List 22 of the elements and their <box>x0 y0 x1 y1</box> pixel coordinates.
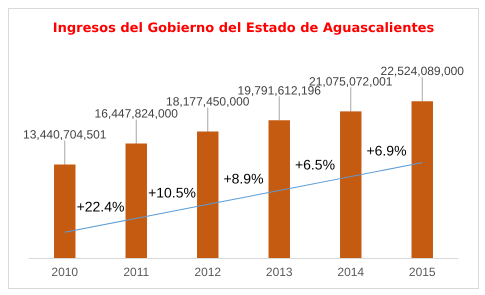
bar <box>197 131 218 258</box>
data-label: 18,177,450,000 <box>166 94 250 108</box>
bar <box>54 164 76 258</box>
annotation: +8.9% <box>223 170 264 186</box>
bar <box>268 120 290 258</box>
x-tick-label: 2014 <box>337 265 364 279</box>
x-tick-label: 2015 <box>408 265 436 279</box>
annotation: +6.9% <box>366 142 407 159</box>
annotation: +22.4% <box>76 198 124 214</box>
x-tick-label: 2011 <box>123 265 150 279</box>
bar <box>126 144 147 258</box>
bar <box>340 111 362 258</box>
annotation: +6.5% <box>294 156 336 173</box>
data-label: 22,524,089,000 <box>380 64 464 78</box>
bar <box>412 101 433 258</box>
x-tick-label: 2013 <box>266 265 293 279</box>
data-label: 13,440,704,501 <box>23 127 107 142</box>
x-tick-label: 2010 <box>51 265 78 279</box>
chart-title: Ingresos del Gobierno del Estado de Aguascalientes <box>52 21 434 36</box>
x-tick-label: 2012 <box>194 265 222 279</box>
data-label: 16,447,824,000 <box>94 106 178 121</box>
annotation: +10.5% <box>148 184 196 200</box>
